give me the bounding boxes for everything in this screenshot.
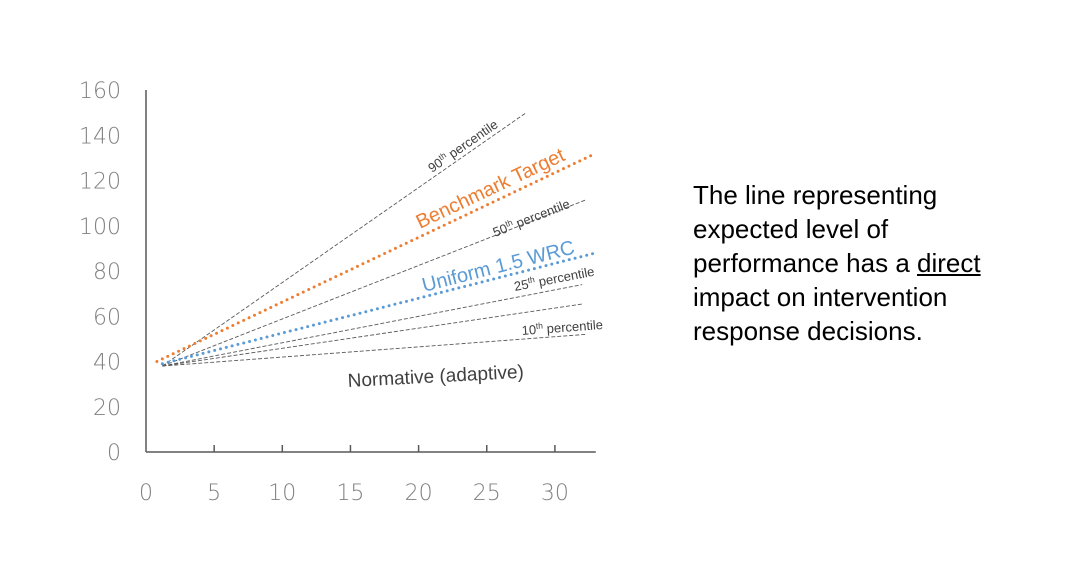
series-lines xyxy=(155,112,598,367)
x-tick-label: 20 xyxy=(405,481,433,506)
callout-line: The line representing xyxy=(693,180,938,210)
y-tick-label: 100 xyxy=(79,215,121,240)
y-tick-label: 40 xyxy=(93,351,121,376)
callout-emphasis: direct xyxy=(917,248,981,278)
series-line-4 xyxy=(162,284,583,367)
series-label: 90th percentile xyxy=(425,116,501,176)
x-tick-label: 10 xyxy=(268,481,296,506)
x-tick-label: 25 xyxy=(473,481,501,506)
y-tick-label: 20 xyxy=(93,396,121,421)
series-line-5 xyxy=(162,303,584,367)
callout-line: performance has a direct xyxy=(693,246,1073,280)
y-tick-label: 120 xyxy=(79,170,121,195)
callout-line: impact on intervention xyxy=(693,282,948,312)
series-line-6 xyxy=(162,333,587,367)
callout-text: The line representing expected level of … xyxy=(693,178,1073,348)
y-tick-label: 140 xyxy=(79,124,121,149)
series-label: 50th percentile xyxy=(490,195,572,240)
x-tick-label: 30 xyxy=(541,481,569,506)
callout-line: expected level of xyxy=(693,214,889,244)
callout-line: response decisions. xyxy=(693,316,923,346)
callout-text-part: performance has a xyxy=(693,248,918,278)
series-line-3 xyxy=(160,251,598,366)
series-label: 10th percentile xyxy=(521,316,603,338)
x-tick-label: 5 xyxy=(207,481,221,506)
y-tick-label: 80 xyxy=(93,260,121,285)
x-tick-label: 15 xyxy=(336,481,364,506)
line-chart: 0 5 10 15 20 25 30 0 20 40 60 80 100 120 140 160 90th p… xyxy=(79,79,603,506)
y-tick-label: 60 xyxy=(93,305,121,330)
series-line-2 xyxy=(162,199,587,367)
series-line-0 xyxy=(162,112,527,367)
x-tick-label: 0 xyxy=(139,481,153,506)
y-tick-label: 0 xyxy=(107,441,121,466)
annotation-normative: Normative (adaptive) xyxy=(347,362,524,392)
axes: 0 5 10 15 20 25 30 0 20 40 60 80 100 120 140 160 xyxy=(79,79,596,506)
y-tick-label: 160 xyxy=(79,79,121,104)
series-label: Uniform 1.5 WRC xyxy=(420,237,577,297)
